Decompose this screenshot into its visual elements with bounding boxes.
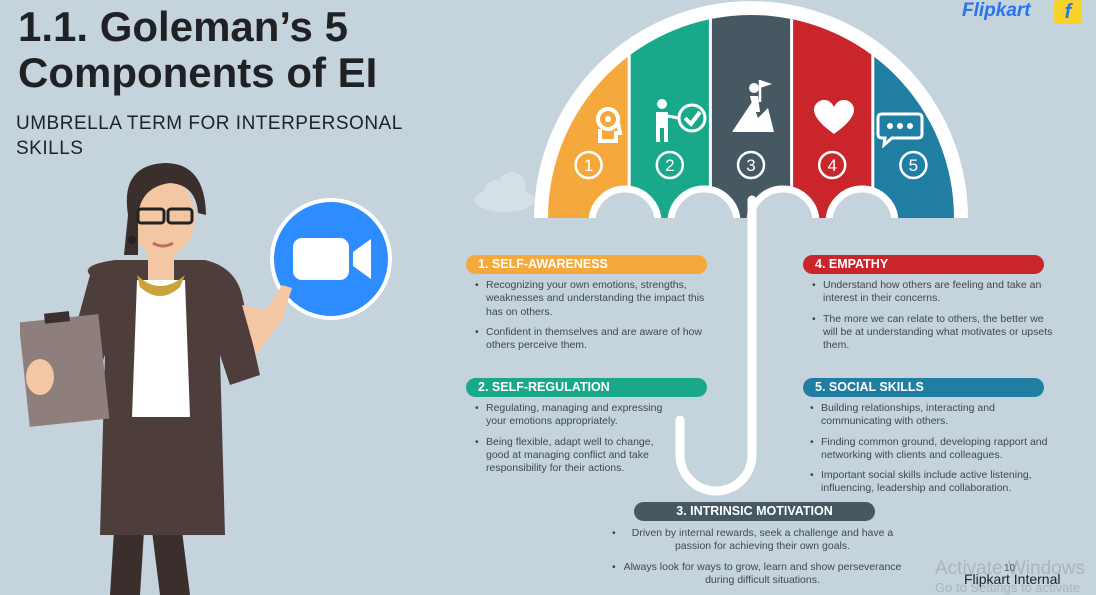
umbrella-handle: [675, 195, 757, 496]
social-skills-heading: 5. SOCIAL SKILLS: [803, 378, 1044, 397]
social-skills-list: Building relationships, interacting and …: [810, 402, 1060, 503]
slide-title: 1.1. Goleman’s 5 Components of EI: [18, 4, 377, 96]
heart-icon: [814, 100, 854, 134]
list-item: Finding common ground, developing rappor…: [810, 436, 1060, 463]
list-item: Important social skills include active l…: [810, 469, 1060, 496]
speech-bubble-icon: [876, 112, 924, 148]
number-circle-5: [899, 150, 928, 180]
person-checkmark-icon: [656, 99, 707, 142]
flipkart-bag-icon: f: [1054, 0, 1082, 24]
intrinsic-motivation-list: Driven by internal rewards, seek a chall…: [612, 527, 902, 594]
title-line-2: Components of EI: [18, 49, 378, 96]
mountain-flag-icon: [732, 80, 774, 132]
self-awareness-heading: 1. SELF-AWARENESS: [466, 255, 707, 274]
list-item: Recognizing your own emotions, strengths…: [475, 279, 720, 319]
zoom-badge: [270, 198, 392, 320]
number-circle-1: [574, 150, 603, 180]
intrinsic-motivation-heading: 3. INTRINSIC MOTIVATION: [634, 502, 875, 521]
cloud-icon: [475, 172, 535, 212]
brand-name: Flipkart: [962, 0, 1031, 21]
list-item: Confident in themselves and are aware of…: [475, 326, 720, 353]
head-gear-icon: [596, 107, 623, 143]
segment-number-4: 4: [827, 156, 836, 175]
slide-subtitle: UMBRELLA TERM FOR INTERPERSONAL SKILLS: [16, 113, 403, 159]
woman-illustration: [20, 163, 292, 595]
number-circle-3: [736, 150, 766, 180]
list-item: Driven by internal rewards, seek a chall…: [612, 527, 902, 554]
segment-number-3: 3: [746, 156, 755, 175]
list-item: Being flexible, adapt well to change, go…: [475, 436, 675, 476]
list-item: Regulating, managing and expressing your…: [475, 402, 675, 429]
empathy-list: Understand how others are feeling and ta…: [812, 279, 1057, 359]
umbrella-canopy: [548, 15, 954, 218]
self-awareness-list: Recognizing your own emotions, strengths…: [475, 279, 720, 359]
activate-windows-hint: Go to Settings to activate: [935, 580, 1081, 595]
number-circle-4: [817, 150, 847, 180]
title-line-1: 1.1. Goleman’s 5: [18, 3, 348, 50]
list-item: Understand how others are feeling and ta…: [812, 279, 1057, 306]
internal-label: Flipkart Internal: [964, 571, 1061, 587]
flipkart-logo: Flipkart f: [962, 0, 1082, 26]
page-number: 10: [1004, 563, 1016, 574]
video-camera-icon: [293, 238, 371, 280]
segment-number-1: 1: [584, 156, 593, 175]
activate-windows-watermark: Activate Windows: [935, 558, 1085, 579]
segment-number-5: 5: [909, 156, 918, 175]
list-item: Building relationships, interacting and …: [810, 402, 1060, 429]
number-circle-2: [655, 150, 685, 180]
empathy-heading: 4. EMPATHY: [803, 255, 1044, 274]
segment-number-2: 2: [665, 156, 674, 175]
self-regulation-list: Regulating, managing and expressing your…: [475, 402, 675, 482]
list-item: Always look for ways to grow, learn and …: [612, 561, 902, 588]
self-regulation-heading: 2. SELF-REGULATION: [466, 378, 707, 397]
list-item: The more we can relate to others, the be…: [812, 313, 1057, 353]
